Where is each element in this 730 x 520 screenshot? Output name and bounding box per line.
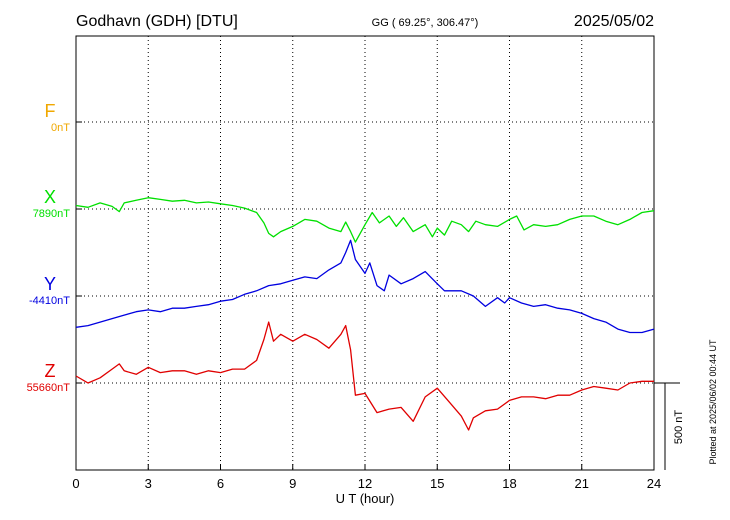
- x-tick-label: 12: [358, 476, 372, 491]
- x-tick-label: 24: [647, 476, 661, 491]
- x-tick-label: 15: [430, 476, 444, 491]
- x-axis: 0 3 6 9 12 15 18 21 24: [72, 464, 661, 491]
- x-tick-label: 3: [145, 476, 152, 491]
- series-line-Y: [75, 239, 655, 334]
- series-name-Z: Z: [45, 361, 56, 381]
- series-line-Z: [75, 321, 654, 431]
- scale-bar: 500 nT: [654, 382, 685, 470]
- series-name-F: F: [45, 101, 56, 121]
- series-line-X: [75, 197, 655, 243]
- x-axis-label: U T (hour): [336, 491, 395, 506]
- x-tick-label: 6: [217, 476, 224, 491]
- plotted-note: Plotted at 2025/06/02 00:44 UT: [708, 339, 718, 465]
- grid: [76, 36, 654, 470]
- scale-bar-label: 500 nT: [673, 410, 685, 445]
- series-baseline-Y: -4410nT: [29, 295, 70, 307]
- series-baseline-Z: 55660nT: [27, 382, 71, 394]
- series-lines: [75, 197, 655, 431]
- x-tick-label: 0: [72, 476, 79, 491]
- x-tick-label: 9: [289, 476, 296, 491]
- series-baseline-F: 0nT: [51, 122, 70, 134]
- series-baseline-X: 7890nT: [33, 208, 71, 220]
- series-name-X: X: [44, 187, 56, 207]
- x-tick-label: 18: [502, 476, 516, 491]
- series-name-Y: Y: [44, 274, 56, 294]
- x-tick-label: 21: [575, 476, 589, 491]
- station-coords: GG ( 69.25°, 306.47°): [372, 17, 479, 29]
- station-title: Godhavn (GDH) [DTU]: [76, 13, 238, 30]
- date-label: 2025/05/02: [574, 13, 654, 30]
